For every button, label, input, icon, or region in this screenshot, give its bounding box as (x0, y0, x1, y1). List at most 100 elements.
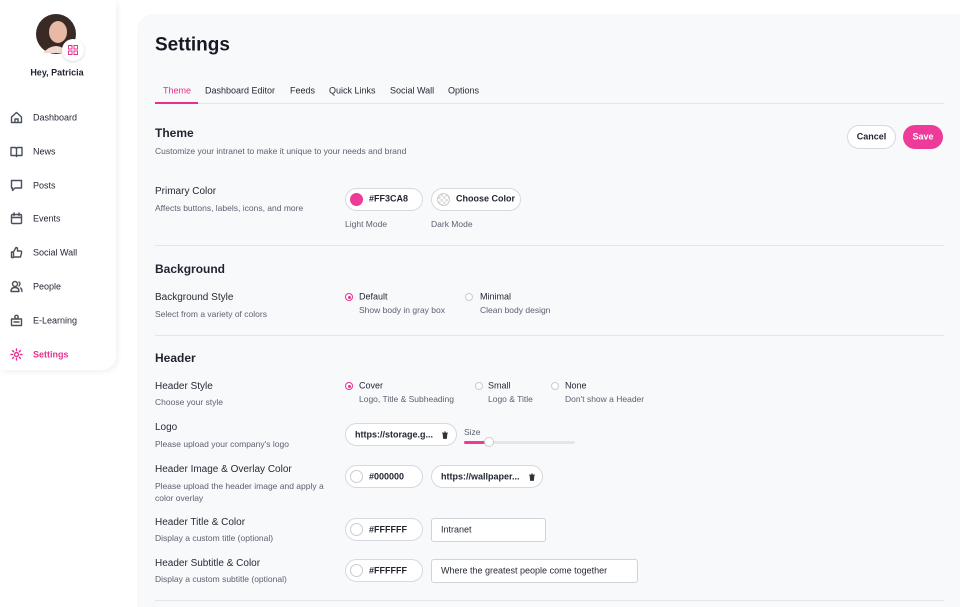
option-description: Show body in gray box (359, 304, 445, 315)
color-swatch (350, 470, 363, 483)
save-button[interactable] (903, 125, 943, 149)
upload-field[interactable] (345, 423, 457, 446)
tab-active[interactable]: Theme (163, 85, 192, 96)
tab[interactable]: Feeds (290, 85, 316, 96)
radio-selected[interactable] (345, 382, 353, 390)
field-label: Primary Color (155, 186, 217, 197)
input-value[interactable]: Intranet (441, 524, 472, 535)
color-swatch-empty (437, 193, 450, 206)
section-title: Theme (155, 126, 194, 140)
trash-icon[interactable] (441, 431, 449, 439)
option-description: Logo & Title (488, 393, 533, 404)
grid-icon (68, 45, 78, 55)
option-description: Clean body design (480, 304, 551, 315)
option-label[interactable]: Small (488, 380, 511, 391)
slider-track[interactable] (464, 441, 575, 444)
nav-item[interactable]: Events (33, 213, 61, 224)
nav-item[interactable]: People (33, 281, 62, 292)
field-description: Display a custom subtitle (optional) (155, 573, 287, 584)
caption: Light Mode (345, 218, 388, 229)
tabs-divider (155, 103, 944, 104)
color-value[interactable]: #000000 (369, 471, 405, 482)
choose-color[interactable]: Choose Color (456, 193, 516, 204)
greeting: Hey, Patricia (30, 67, 84, 78)
tab[interactable]: Options (448, 85, 480, 96)
nav-item[interactable]: Posts (33, 180, 56, 191)
nav-icon (10, 179, 23, 192)
field-label: Header Image & Overlay Color (155, 464, 292, 475)
nav-item[interactable]: Dashboard (33, 112, 78, 123)
nav-item-active[interactable]: Settings (33, 349, 69, 360)
color-swatch (350, 564, 363, 577)
nav-icon (10, 314, 23, 327)
color-swatch (350, 193, 363, 206)
nav-icon (10, 280, 23, 293)
save-label[interactable]: Save (912, 131, 934, 142)
divider (155, 245, 944, 246)
upload-url[interactable]: https://wallpaper... (441, 471, 520, 482)
color-picker[interactable] (431, 188, 521, 211)
text-input[interactable] (431, 518, 546, 542)
caption: Dark Mode (431, 218, 473, 229)
text-input[interactable] (431, 559, 638, 583)
nav-icon (10, 146, 23, 158)
slider-knob[interactable] (484, 437, 494, 447)
radio[interactable] (551, 382, 559, 390)
option-description: Logo, Title & Subheading (359, 393, 454, 404)
upload-field[interactable] (431, 465, 543, 488)
tab[interactable]: Social Wall (390, 85, 435, 96)
field-description: Please upload your company's logo (155, 438, 289, 449)
page-title: Settings (155, 34, 230, 56)
input-value[interactable]: Where the greatest people come together (441, 565, 608, 576)
color-value[interactable]: #FF3CA8 (369, 193, 409, 204)
sidebar (0, 0, 116, 370)
color-picker[interactable] (345, 518, 423, 541)
field-description: Display a custom title (optional) (155, 532, 274, 543)
field-description: Please upload the header image and apply… (155, 481, 324, 503)
option-label[interactable]: Default (359, 291, 388, 302)
nav-item[interactable]: Social Wall (33, 247, 78, 258)
radio-selected[interactable] (345, 293, 353, 301)
cancel-label[interactable]: Cancel (856, 131, 887, 142)
color-value[interactable]: #FFFFFF (369, 565, 407, 576)
color-picker[interactable] (345, 465, 423, 488)
nav-item[interactable]: News (33, 146, 56, 157)
tab[interactable]: Quick Links (329, 85, 376, 96)
main-panel (137, 14, 960, 607)
color-swatch (350, 523, 363, 536)
field-description: Affects buttons, labels, icons, and more (155, 202, 304, 213)
option-description: Don't show a Header (565, 393, 645, 404)
nav-icon (10, 111, 23, 124)
avatar-badge[interactable] (62, 39, 84, 61)
color-picker[interactable] (345, 188, 423, 211)
section-description: Customize your intranet to make it uniqu… (155, 145, 407, 156)
color-value[interactable]: #FFFFFF (369, 524, 407, 535)
divider (155, 335, 944, 336)
field-description: Choose your style (155, 396, 224, 407)
option-label[interactable]: Minimal (480, 291, 512, 302)
field-label: Logo (155, 422, 178, 433)
slider-fill (464, 441, 489, 444)
cancel-button[interactable] (847, 125, 896, 149)
nav-item[interactable]: E-Learning (33, 315, 78, 326)
divider (155, 600, 944, 601)
tab[interactable]: Dashboard Editor (205, 85, 276, 96)
color-picker[interactable] (345, 559, 423, 582)
option-label[interactable]: None (565, 380, 587, 391)
field-label: Header Style (155, 381, 213, 392)
nav-icon (10, 348, 23, 361)
radio[interactable] (465, 293, 473, 301)
nav-icon (10, 212, 23, 225)
field-description: Select from a variety of colors (155, 308, 267, 319)
trash-icon[interactable] (528, 473, 536, 481)
nav-icon (10, 246, 23, 259)
radio[interactable] (475, 382, 483, 390)
upload-url[interactable]: https://storage.g... (355, 429, 434, 440)
field-label: Header Subtitle & Color (155, 558, 261, 569)
section-title: Header (155, 351, 196, 365)
option-label[interactable]: Cover (359, 380, 384, 391)
tab-underline (155, 102, 198, 104)
field-label: Background Style (155, 292, 234, 303)
section-title: Background (155, 262, 226, 276)
